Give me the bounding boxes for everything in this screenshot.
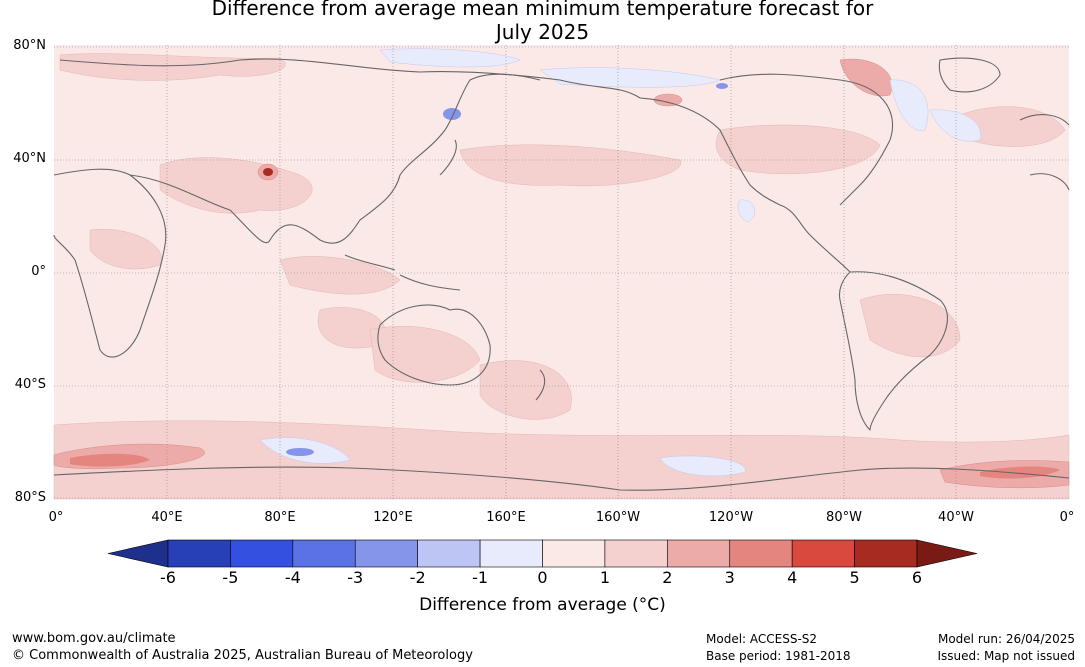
colorbar-bin (542, 539, 606, 568)
colorbar-tick-label: 3 (724, 568, 735, 587)
colorbar-bin (854, 539, 918, 568)
colorbar-tick-label: 2 (662, 568, 673, 587)
lon-label-120w: 120°W (708, 510, 754, 525)
colorbar-bin (292, 539, 356, 568)
lat-label-40n: 40°N (13, 151, 46, 166)
lon-label-0-left: 0° (48, 510, 64, 525)
graticule (54, 45, 1069, 499)
colorbar-bin (417, 539, 481, 568)
lat-label-80s: 80°S (14, 490, 46, 505)
colorbar-bin (729, 539, 793, 568)
colorbar-tick-label: -3 (347, 568, 364, 587)
title-line-2: July 2025 (495, 20, 590, 44)
lon-label-120e: 120°E (373, 510, 413, 525)
colorbar-bin (479, 539, 543, 568)
colorbar-tick-label: -4 (284, 568, 301, 587)
colorbar-bin (354, 539, 418, 568)
lon-label-0-right: 0° (1059, 510, 1075, 525)
colorbar-bin (604, 539, 668, 568)
footer-website: www.bom.gov.au/climate (12, 631, 176, 646)
colorbar-tick-label: 1 (599, 568, 610, 587)
colorbar-tick-label: -6 (160, 568, 176, 587)
colorbar-tick-label: -5 (222, 568, 239, 587)
colorbar (107, 539, 978, 568)
colorbar-tick-label: 6 (911, 568, 923, 587)
colorbar-tick-label: -2 (409, 568, 426, 587)
colorbar-title: Difference from average (°C) (419, 595, 666, 615)
cool-anomaly-patches (259, 48, 981, 477)
map-title: Difference from average mean minimum tem… (0, 0, 1085, 44)
colorbar-tick-label: -1 (472, 568, 489, 587)
footer-model: Model: ACCESS-S2 (706, 632, 818, 646)
colorbar-tick-label: 5 (849, 568, 860, 587)
footer-copyright: © Commonwealth of Australia 2025, Austra… (12, 648, 473, 663)
colorbar-tick-label: 0 (537, 568, 548, 587)
lon-label-160e: 160°E (486, 510, 526, 525)
cool-strong-patches (286, 83, 728, 456)
colorbar-under-arrow (107, 539, 169, 568)
lon-label-160w: 160°W (595, 510, 641, 525)
lon-label-40w: 40°W (938, 510, 974, 525)
lon-label-80e: 80°E (264, 510, 296, 525)
lon-label-40e: 40°E (151, 510, 183, 525)
lat-label-40s: 40°S (14, 377, 46, 392)
lon-label-80w: 80°W (826, 510, 862, 525)
footer-model-run: Model run: 26/04/2025 (937, 632, 1075, 646)
colorbar-bin (230, 539, 294, 568)
colorbar-bin (667, 539, 731, 568)
coastlines (53, 57, 1070, 491)
colorbar-bin (791, 539, 855, 568)
lat-label-80n: 80°N (13, 38, 46, 53)
colorbar-tick-label: 4 (787, 568, 798, 587)
colorbar-bin (167, 539, 231, 568)
lat-label-0: 0° (31, 264, 46, 279)
footer-issued: Issued: Map not issued (937, 649, 1075, 663)
footer-base-period: Base period: 1981-2018 (706, 649, 851, 663)
colorbar-over-arrow (916, 539, 978, 568)
title-line-1: Difference from average mean minimum tem… (211, 0, 874, 20)
